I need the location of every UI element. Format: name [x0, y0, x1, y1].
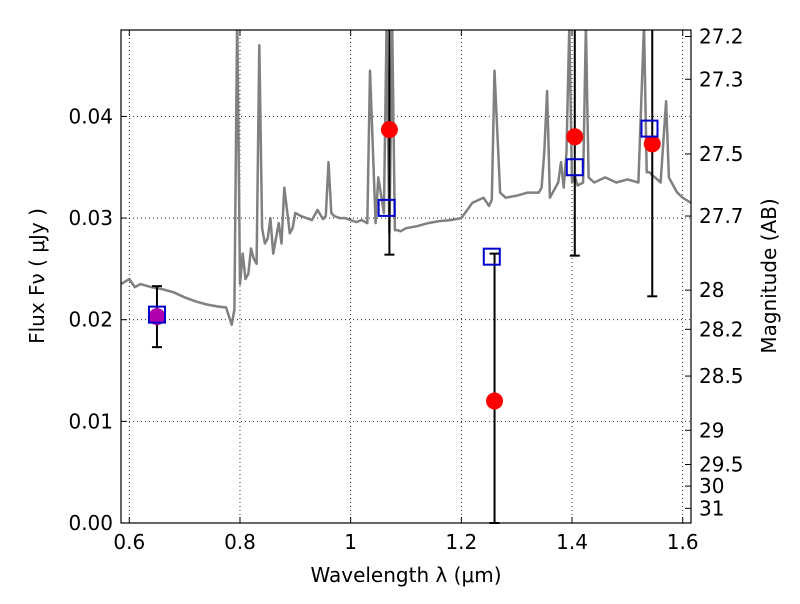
y-axis-label: Flux Fν ( μJy )	[25, 208, 49, 344]
model-band-flux-marker	[147, 305, 166, 324]
x-tick-label: 1	[344, 530, 357, 554]
model-band-flux-marker	[482, 247, 501, 266]
y-tick-label: 0.00	[68, 511, 113, 535]
magnitude-tick-label: 31	[699, 496, 724, 520]
observed-flux-point	[643, 135, 661, 153]
magnitude-axis-label: Magnitude (AB)	[757, 198, 781, 353]
model-spectrum-line	[121, 30, 691, 327]
errorbars	[147, 30, 661, 524]
y-tick-label: 0.02	[68, 308, 113, 332]
magnitude-tick-label: 30	[699, 474, 724, 498]
y-tick-label: 0.01	[68, 409, 113, 433]
x-tick-label: 0.6	[113, 530, 145, 554]
x-tick-label: 1.2	[445, 530, 477, 554]
plot-frame	[120, 29, 692, 524]
observed-flux-point	[380, 121, 398, 139]
model-band-flux-marker	[377, 198, 396, 217]
observed-flux-point	[486, 392, 504, 410]
model-band-flux-marker	[565, 158, 584, 177]
y-tick-label: 0.03	[68, 206, 113, 230]
model-band-flux-marker	[640, 119, 659, 138]
x-tick-label: 1.6	[667, 530, 699, 554]
magnitude-tick-label: 28	[699, 278, 724, 302]
x-tick-label: 1.4	[556, 530, 588, 554]
magnitude-tick-label: 28.2	[699, 317, 744, 341]
magnitude-tick-label: 27.7	[699, 204, 744, 228]
magnitude-tick-label: 27.2	[699, 24, 744, 48]
magnitude-tick-label: 27.5	[699, 142, 744, 166]
observed-flux-point	[566, 128, 584, 146]
magnitude-tick-label: 29	[699, 418, 724, 442]
magnitude-tick-label: 28.5	[699, 364, 744, 388]
x-axis-label: Wavelength λ (μm)	[310, 563, 501, 587]
ticks: 0.6 0.8 1 1.2 1.4 1.6 0.00 0.01 0.02 0.03 0.04 27.2…	[68, 24, 743, 554]
plot-background	[121, 30, 691, 523]
magnitude-tick-label: 29.5	[699, 453, 744, 477]
plot-area	[121, 30, 691, 327]
x-tick-label: 0.8	[224, 530, 256, 554]
y-tick-label: 0.04	[68, 104, 113, 128]
magnitude-tick-label: 27.3	[699, 67, 744, 91]
grid	[121, 30, 691, 523]
